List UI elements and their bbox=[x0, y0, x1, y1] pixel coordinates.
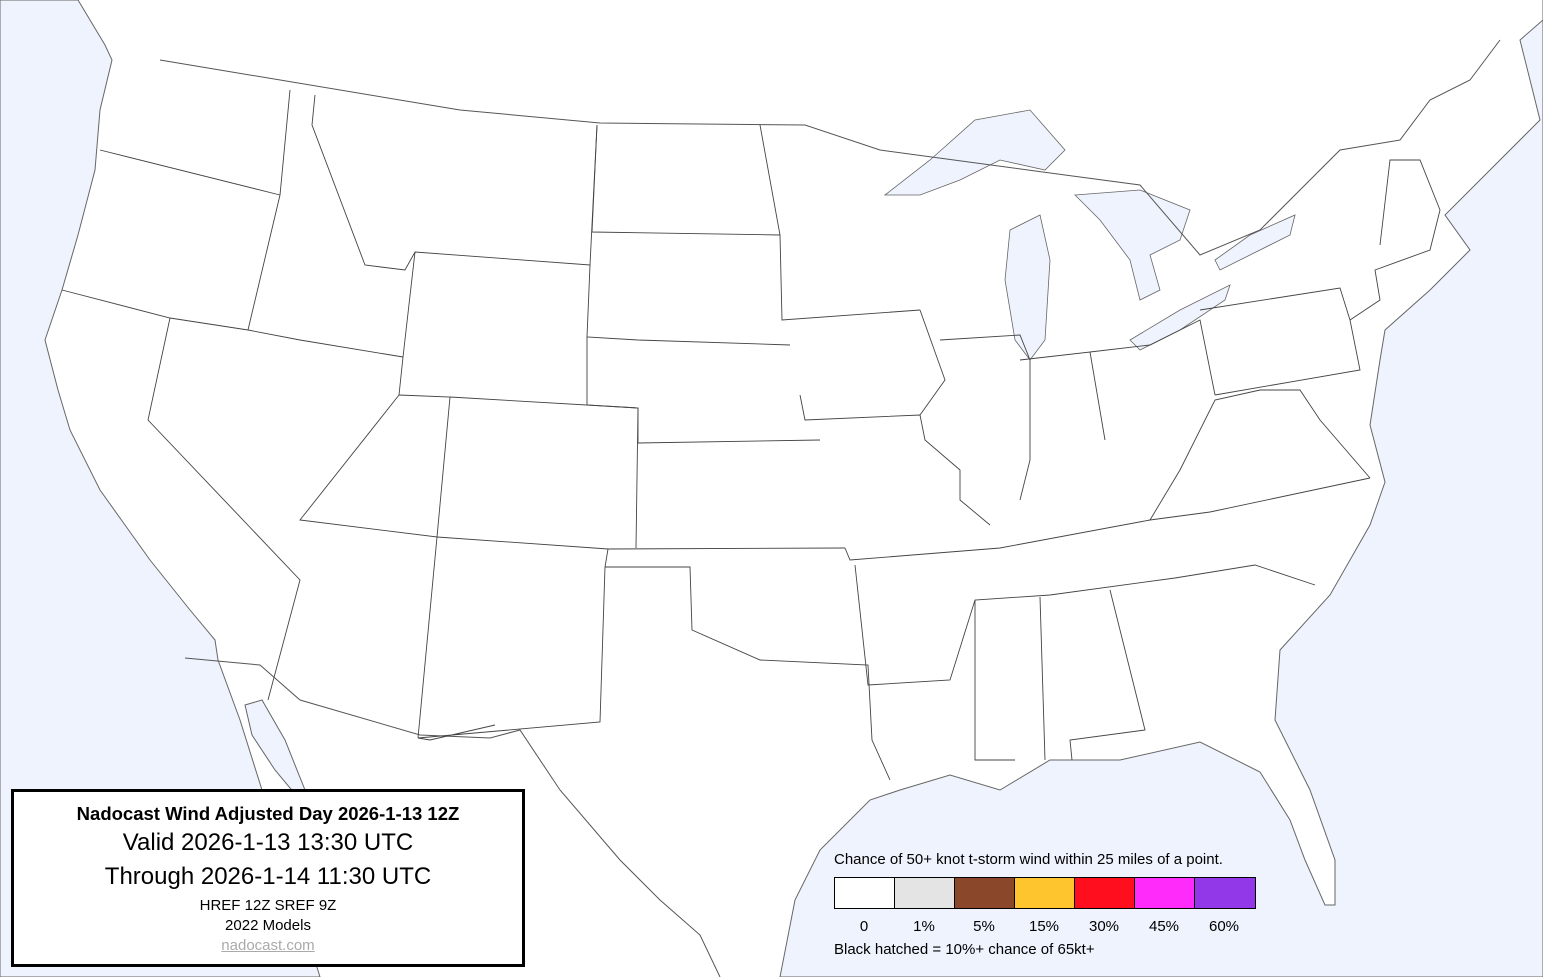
legend-label: 1% bbox=[913, 918, 935, 935]
legend-labels: 0 1% 5% 15% 30% 45% 60% bbox=[834, 918, 1254, 935]
hatch-note: Black hatched = 10%+ chance of 65kt+ bbox=[834, 941, 1095, 958]
legend-label: 45% bbox=[1148, 918, 1180, 935]
legend-swatch bbox=[1135, 878, 1195, 908]
legend-swatch bbox=[1075, 878, 1135, 908]
lake-huron bbox=[1074, 189, 1191, 301]
legend-label: 60% bbox=[1208, 918, 1240, 935]
model-version: 2022 Models bbox=[225, 917, 311, 934]
legend-swatch bbox=[1015, 878, 1075, 908]
gulf-and-atlantic bbox=[779, 0, 1543, 977]
legend-label: 30% bbox=[1088, 918, 1120, 935]
legend-swatch bbox=[835, 878, 895, 908]
canada-border bbox=[159, 39, 1501, 256]
lake-ontario bbox=[1214, 214, 1296, 271]
legend-swatch bbox=[955, 878, 1015, 908]
lake-superior bbox=[883, 109, 1066, 196]
map-title: Nadocast Wind Adjusted Day 2026-1-13 12Z bbox=[76, 803, 460, 824]
legend-label: 15% bbox=[1028, 918, 1060, 935]
valid-time: Valid 2026-1-13 13:30 UTC bbox=[122, 829, 414, 856]
legend-swatches bbox=[834, 877, 1256, 909]
lake-erie bbox=[1129, 284, 1231, 351]
model-runs: HREF 12Z SREF 9Z bbox=[199, 897, 337, 914]
legend-swatch bbox=[1195, 878, 1255, 908]
lake-michigan bbox=[1004, 214, 1051, 361]
legend-label: 5% bbox=[973, 918, 995, 935]
legend-caption: Chance of 50+ knot t-storm wind within 2… bbox=[834, 851, 1223, 868]
through-time: Through 2026-1-14 11:30 UTC bbox=[104, 863, 432, 890]
nadocast-link[interactable]: nadocast.com bbox=[221, 937, 315, 954]
mexico-border bbox=[184, 657, 721, 977]
state-borders bbox=[61, 89, 1441, 781]
legend-label: 0 bbox=[859, 918, 869, 935]
legend: Chance of 50+ knot t-storm wind within 2… bbox=[834, 851, 1256, 958]
title-box: Nadocast Wind Adjusted Day 2026-1-13 12Z… bbox=[11, 789, 525, 967]
legend-swatch bbox=[895, 878, 955, 908]
